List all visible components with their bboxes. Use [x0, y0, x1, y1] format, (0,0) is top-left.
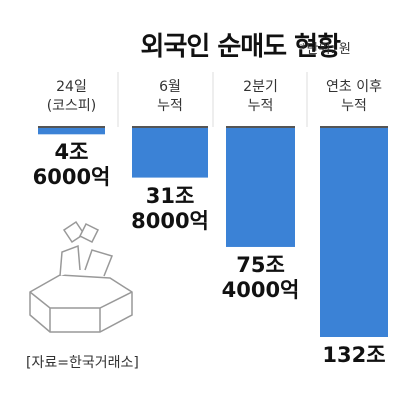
value-label: 132조 [322, 343, 386, 367]
value-label: 75조 4000억 [221, 252, 300, 302]
x-tick-label: 2분기 누적 [243, 79, 278, 114]
x-tick-label: 24일 (코스피) [46, 79, 97, 114]
bar [38, 127, 105, 135]
x-tick-label: 연초 이후 누적 [326, 79, 382, 114]
chart-title: 외국인 순매도 현황 [140, 32, 341, 62]
source: [자료=한국거래소] [26, 355, 139, 371]
x-tick-label: 6월 누적 [157, 79, 183, 114]
bar [226, 127, 295, 247]
bar [320, 127, 388, 337]
unit-note: *단위: 원 [300, 42, 351, 57]
illustration [29, 220, 133, 333]
value-label: 4조 6000억 [32, 140, 111, 190]
value-label: 31조 8000억 [131, 183, 209, 233]
bar [132, 127, 208, 178]
